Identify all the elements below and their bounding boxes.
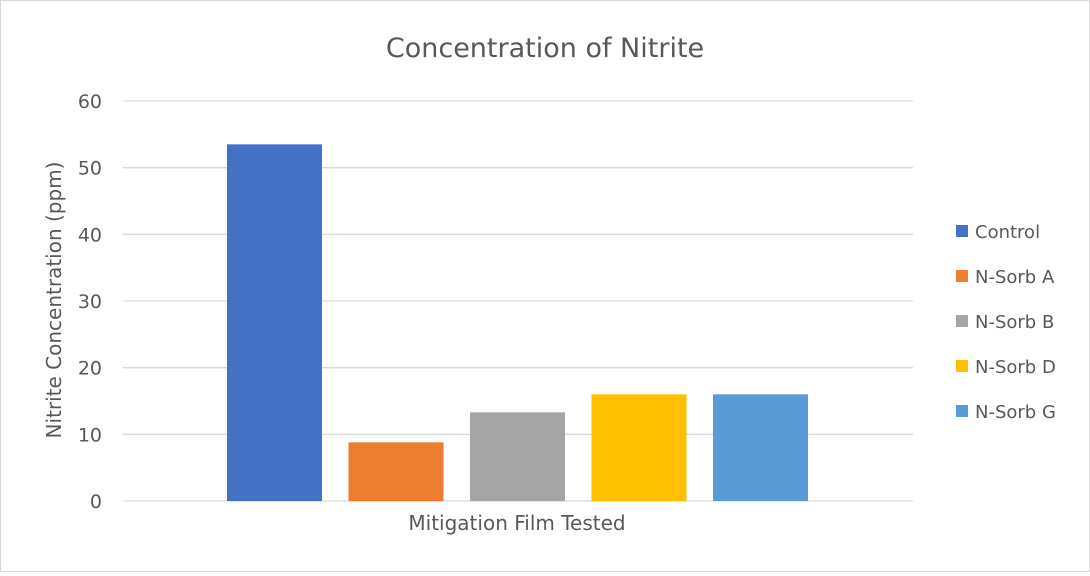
bar-n-sorb-d: [591, 394, 687, 501]
y-tick-label: 20: [78, 358, 102, 380]
legend-label: Control: [975, 222, 1040, 243]
legend-label: N-Sorb A: [975, 267, 1055, 288]
y-tick-label: 50: [78, 158, 102, 180]
bar-n-sorb-g: [713, 394, 808, 501]
y-axis-ticks: 0 10 20 30 40 50 60: [78, 91, 102, 513]
legend-label: N-Sorb D: [975, 357, 1056, 378]
bar-n-sorb-b: [470, 412, 565, 501]
legend-swatch: [956, 360, 968, 372]
legend-swatch: [956, 270, 968, 282]
y-axis-label: Nitrite Concentration (ppm): [42, 162, 66, 439]
y-tick-label: 60: [78, 91, 102, 113]
bar-n-sorb-a: [348, 442, 444, 501]
legend-label: N-Sorb G: [975, 402, 1056, 423]
y-tick-label: 40: [78, 224, 102, 246]
bars: [227, 144, 808, 502]
y-tick-label: 10: [78, 424, 102, 446]
legend-swatch: [956, 405, 968, 417]
legend: Control N-Sorb A N-Sorb B N-Sorb D N-Sorb G: [956, 222, 1056, 423]
y-tick-label: 0: [90, 491, 102, 513]
legend-swatch: [956, 225, 968, 237]
legend-label: N-Sorb B: [975, 312, 1054, 333]
x-axis-label: Mitigation Film Tested: [408, 511, 625, 535]
legend-swatch: [956, 315, 968, 327]
bar-control: [227, 144, 322, 502]
y-tick-label: 30: [78, 291, 102, 313]
chart-title: Concentration of Nitrite: [386, 33, 704, 64]
